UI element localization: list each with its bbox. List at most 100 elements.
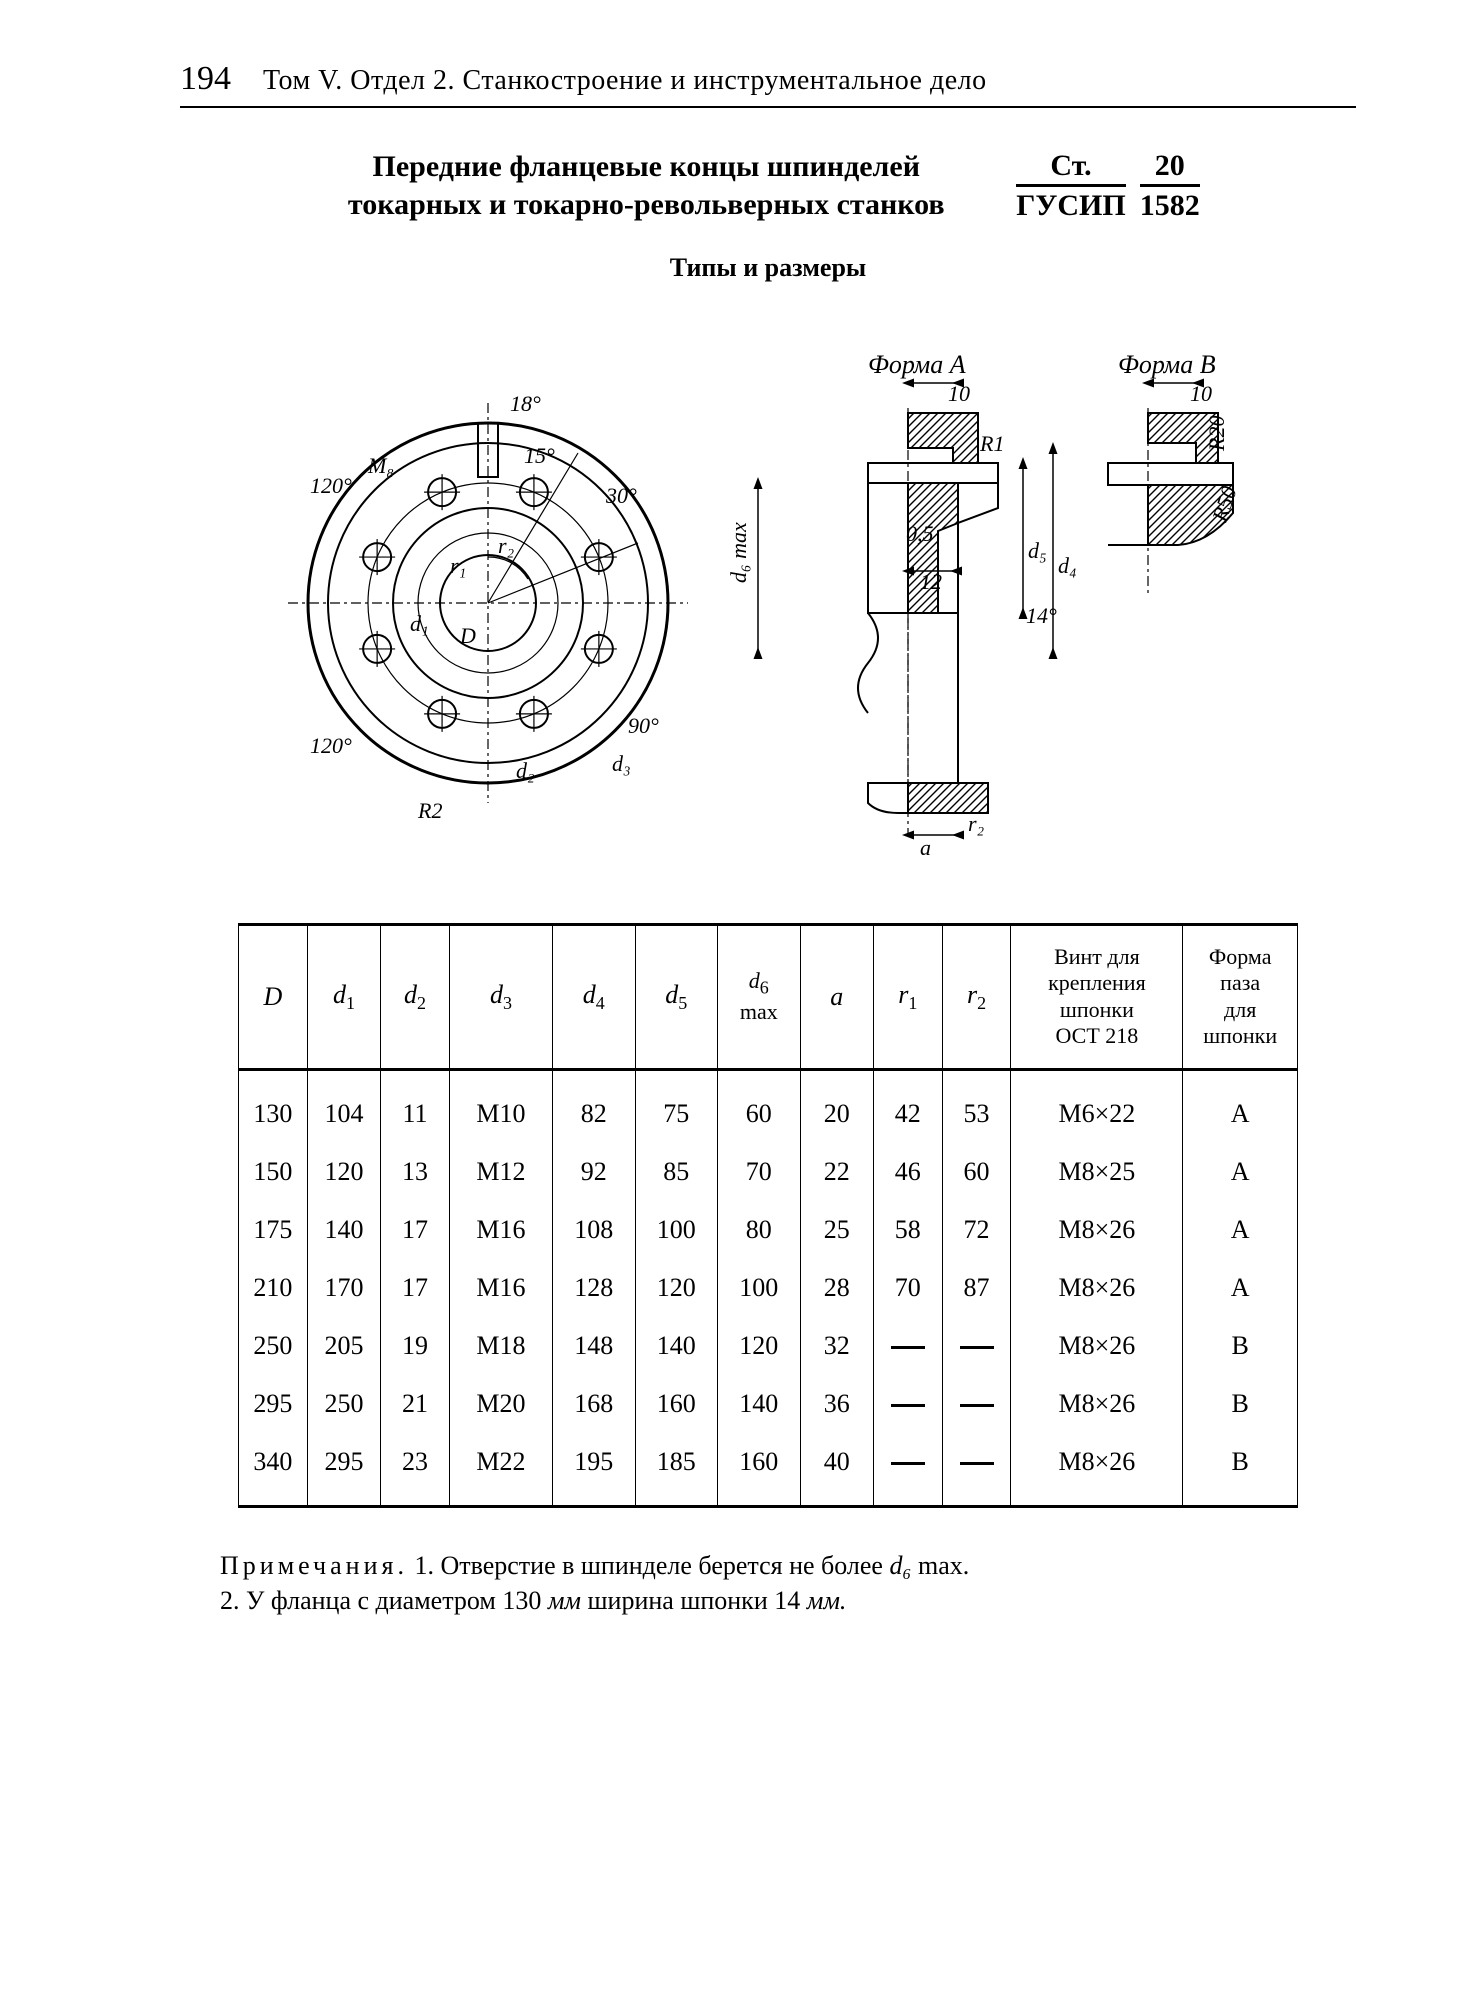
sym-r2b: r₂ (968, 811, 985, 836)
col-r2: r2 (942, 925, 1011, 1070)
table-cell: M16 (449, 1201, 552, 1259)
col-d3: d3 (449, 925, 552, 1070)
note-1-sym: d₆ (889, 1551, 911, 1580)
table-cell: В (1183, 1375, 1298, 1433)
sym-d3: d₃ (612, 751, 631, 776)
note-2-mm2: мм. (807, 1586, 847, 1615)
table-cell (942, 1375, 1011, 1433)
table-cell: 53 (942, 1069, 1011, 1143)
table-cell: 140 (635, 1317, 718, 1375)
table-cell: 87 (942, 1259, 1011, 1317)
table-cell: 295 (239, 1375, 308, 1433)
table-cell: M8×26 (1011, 1259, 1183, 1317)
table-cell: M16 (449, 1259, 552, 1317)
table-cell: 140 (307, 1201, 380, 1259)
table-cell: 70 (718, 1143, 801, 1201)
table-cell: В (1183, 1433, 1298, 1507)
dimensions-table: Dd1d2d3d4d5d6maxar1r2Винт длякрепленияшп… (238, 923, 1298, 1508)
table-cell: В (1183, 1317, 1298, 1375)
table-cell: 210 (239, 1259, 308, 1317)
form-a-label: Форма А (868, 350, 966, 379)
table-row: 25020519M1814814012032M8×26В (239, 1317, 1298, 1375)
table-cell: 80 (718, 1201, 801, 1259)
table-cell: 100 (635, 1201, 718, 1259)
dim-10a: 10 (948, 381, 970, 406)
table-cell: 340 (239, 1433, 308, 1507)
diagram: 18° 15° 30° 90° 120° 120° M₈ D d₁ d₂ d₃ … (180, 313, 1356, 873)
col-d2: d2 (381, 925, 450, 1070)
dim-05: 0,5 (906, 521, 934, 546)
table-cell: M22 (449, 1433, 552, 1507)
note-2a: 2. У фланца с диаметром 130 (220, 1586, 548, 1615)
note-1-tail: max. (912, 1551, 970, 1580)
table-cell: 58 (873, 1201, 942, 1259)
col-D: D (239, 925, 308, 1070)
col-form: Формапазадляшпонки (1183, 925, 1298, 1070)
table-cell: 170 (307, 1259, 380, 1317)
col-d6: d6max (718, 925, 801, 1070)
table-cell (873, 1317, 942, 1375)
table-cell (873, 1433, 942, 1507)
table-cell: 28 (800, 1259, 873, 1317)
table-cell: M8×26 (1011, 1201, 1183, 1259)
table-cell: 40 (800, 1433, 873, 1507)
table-cell: 148 (553, 1317, 636, 1375)
table-cell: 140 (718, 1375, 801, 1433)
note-2-mm1: мм (548, 1586, 581, 1615)
table-cell: 168 (553, 1375, 636, 1433)
table-cell: 82 (553, 1069, 636, 1143)
col-screw: Винт длякрепленияшпонкиОСТ 218 (1011, 925, 1183, 1070)
table-cell: 70 (873, 1259, 942, 1317)
standard-code: Ст. ГУСИП 20 1582 (1016, 149, 1199, 222)
table-cell: 20 (800, 1069, 873, 1143)
table-cell: 120 (307, 1143, 380, 1201)
note-2b: ширина шпонки 14 (581, 1586, 807, 1615)
dim-R2: R2 (417, 798, 442, 823)
table-cell: А (1183, 1143, 1298, 1201)
dim-angle-90: 90° (628, 713, 659, 738)
table-cell: M20 (449, 1375, 552, 1433)
table-cell: 17 (381, 1201, 450, 1259)
table-cell: M8×26 (1011, 1375, 1183, 1433)
form-b-label: Форма В (1118, 350, 1216, 379)
code-top-right: 20 (1140, 149, 1200, 187)
table-cell: 13 (381, 1143, 450, 1201)
table-cell: А (1183, 1201, 1298, 1259)
table-cell: 19 (381, 1317, 450, 1375)
d6max-label: d₆ max (726, 522, 751, 583)
table-cell: M8×25 (1011, 1143, 1183, 1201)
table-cell: 75 (635, 1069, 718, 1143)
sym-d2: d₂ (516, 758, 535, 783)
table-cell: 195 (553, 1433, 636, 1507)
dim-angle-14: 14° (1026, 603, 1057, 628)
table-cell: 23 (381, 1433, 450, 1507)
table-cell: 42 (873, 1069, 942, 1143)
table-cell: 11 (381, 1069, 450, 1143)
table-row: 17514017M1610810080255872M8×26А (239, 1201, 1298, 1259)
table-cell: 120 (718, 1317, 801, 1375)
table-cell: 120 (635, 1259, 718, 1317)
notes-lead: Примечания. (220, 1551, 408, 1580)
sym-d5: d₅ (1028, 538, 1047, 563)
table-row: 29525021M2016816014036M8×26В (239, 1375, 1298, 1433)
table-cell: А (1183, 1069, 1298, 1143)
table-cell: M10 (449, 1069, 552, 1143)
table-cell: 250 (239, 1317, 308, 1375)
table-cell: 32 (800, 1317, 873, 1375)
sym-d4: d₄ (1058, 553, 1077, 578)
table-row: 34029523M2219518516040M8×26В (239, 1433, 1298, 1507)
dim-10b: 10 (1190, 381, 1212, 406)
table-row: 15012013M12928570224660M8×25А (239, 1143, 1298, 1201)
document-title: Передние фланцевые концы шпинделей токар… (336, 148, 956, 223)
page-number: 194 (180, 60, 231, 98)
table-cell: 60 (718, 1069, 801, 1143)
table-cell: 36 (800, 1375, 873, 1433)
sym-M8: M₈ (367, 453, 394, 478)
table-cell: 21 (381, 1375, 450, 1433)
table-cell: 160 (718, 1433, 801, 1507)
code-bot-right: 1582 (1140, 187, 1200, 222)
sym-D: D (459, 623, 476, 648)
col-a: a (800, 925, 873, 1070)
sym-r2: r₂ (498, 533, 515, 558)
table-cell: 22 (800, 1143, 873, 1201)
